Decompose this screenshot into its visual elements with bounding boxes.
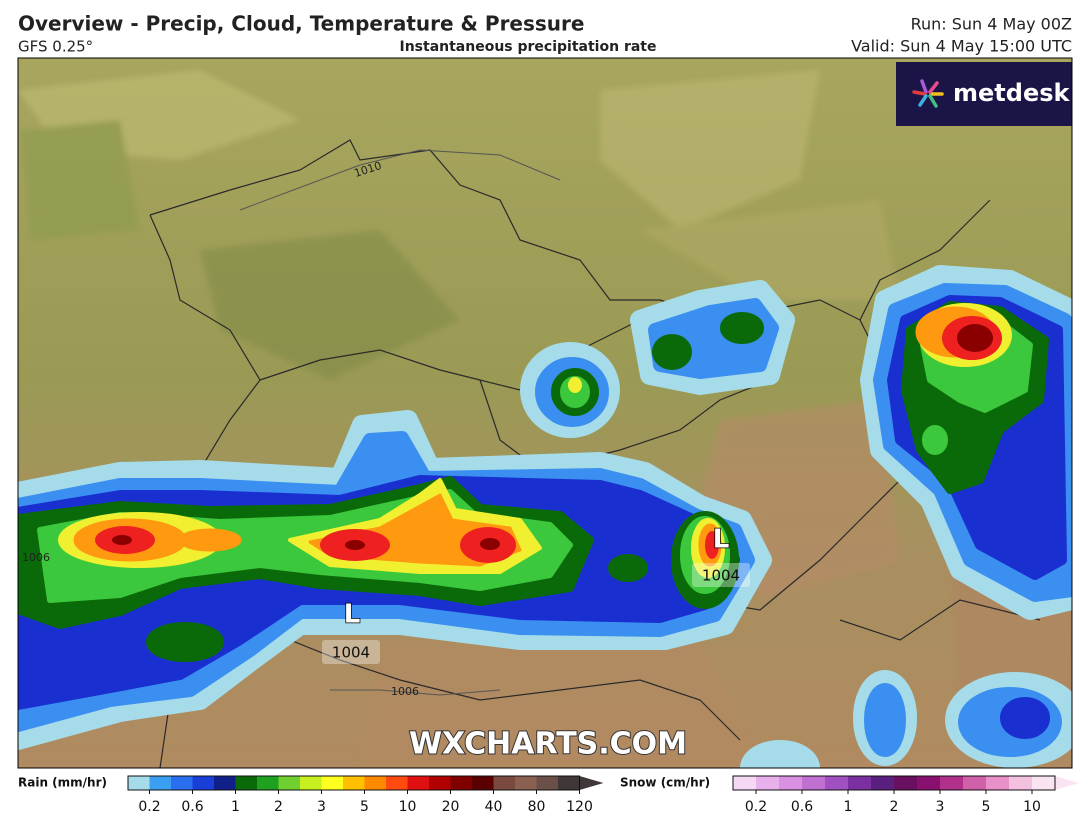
rain-color-bar: 0.2 0.6 1 2 3 5 10 20 40 80 120 bbox=[127, 775, 604, 815]
color-swatch bbox=[940, 776, 963, 790]
bar-outline bbox=[127, 775, 580, 791]
legend-label: 1 bbox=[844, 799, 853, 815]
legend-label: 3 bbox=[317, 799, 326, 815]
logo-icon bbox=[912, 79, 944, 108]
bar-arrow bbox=[1055, 776, 1079, 790]
color-swatch bbox=[472, 776, 494, 790]
pressure-label-box bbox=[322, 640, 380, 664]
color-swatch bbox=[386, 776, 408, 790]
color-swatch bbox=[343, 776, 365, 790]
pressure-label-box bbox=[692, 563, 750, 587]
legend-label: 0.2 bbox=[138, 799, 160, 815]
color-swatch bbox=[986, 776, 1009, 790]
title: Overview - Precip, Cloud, Temperature & … bbox=[18, 12, 584, 36]
color-swatch bbox=[871, 776, 894, 790]
legend-label: 0.6 bbox=[791, 799, 813, 815]
legend-label: 1 bbox=[231, 799, 240, 815]
color-swatch bbox=[128, 776, 150, 790]
color-swatch bbox=[1009, 776, 1032, 790]
isobar-label: 1006 bbox=[22, 551, 50, 564]
legend-label: 120 bbox=[566, 799, 593, 815]
color-swatch bbox=[894, 776, 917, 790]
model: GFS 0.25° bbox=[18, 38, 93, 56]
color-swatch bbox=[149, 776, 171, 790]
color-swatch bbox=[257, 776, 279, 790]
color-swatch bbox=[493, 776, 515, 790]
color-swatch bbox=[802, 776, 825, 790]
color-swatch bbox=[558, 776, 580, 790]
legend-label: 2 bbox=[274, 799, 283, 815]
color-swatch bbox=[917, 776, 940, 790]
valid-time: Valid: Sun 4 May 15:00 UTC bbox=[851, 37, 1072, 56]
color-swatch bbox=[278, 776, 300, 790]
map: 1010 1006 1006 L 1004 L 1004 metdesk WXC… bbox=[18, 58, 1072, 768]
map-frame bbox=[17, 57, 1073, 769]
color-swatch bbox=[963, 776, 986, 790]
legend-label: 40 bbox=[485, 799, 503, 815]
legend-label: 5 bbox=[982, 799, 991, 815]
legend-label: 3 bbox=[936, 799, 945, 815]
isobar-label: 1006 bbox=[391, 685, 419, 698]
rain-legend-title: Rain (mm/hr) bbox=[18, 776, 107, 790]
legend-label: 80 bbox=[528, 799, 546, 815]
color-swatch bbox=[779, 776, 802, 790]
snow-legend-title: Snow (cm/hr) bbox=[620, 776, 710, 790]
color-swatch bbox=[235, 776, 257, 790]
legend-label: 2 bbox=[890, 799, 899, 815]
color-swatch bbox=[756, 776, 779, 790]
low-symbol: L bbox=[344, 600, 361, 630]
bar-arrow bbox=[579, 776, 604, 790]
watermark: WXCHARTS.COM bbox=[409, 727, 687, 762]
color-swatch bbox=[192, 776, 214, 790]
pressure-label: 1004 bbox=[702, 567, 740, 585]
logo-text: metdesk bbox=[953, 79, 1071, 107]
color-swatch bbox=[825, 776, 848, 790]
color-swatch bbox=[407, 776, 429, 790]
color-swatch bbox=[733, 776, 756, 790]
color-swatch bbox=[171, 776, 193, 790]
low-pressure-center: L 1004 bbox=[322, 599, 380, 664]
legend-label: 10 bbox=[1023, 799, 1041, 815]
legend-label: 0.6 bbox=[181, 799, 203, 815]
color-swatch bbox=[214, 776, 236, 790]
precipitation bbox=[18, 265, 1072, 768]
color-swatch bbox=[536, 776, 558, 790]
low-pressure-center: L 1004 bbox=[692, 524, 750, 587]
subtitle: Instantaneous precipitation rate bbox=[400, 39, 657, 55]
color-swatch bbox=[321, 776, 343, 790]
color-swatch bbox=[1032, 776, 1055, 790]
legend-label: 10 bbox=[399, 799, 417, 815]
legend-label: 0.2 bbox=[745, 799, 767, 815]
color-swatch bbox=[848, 776, 871, 790]
legend-label: 5 bbox=[360, 799, 369, 815]
color-swatch bbox=[429, 776, 451, 790]
legend-label: 20 bbox=[442, 799, 460, 815]
color-swatch bbox=[515, 776, 537, 790]
color-swatch bbox=[364, 776, 386, 790]
precip-40 bbox=[112, 324, 993, 550]
color-swatch bbox=[450, 776, 472, 790]
low-symbol: L bbox=[713, 525, 730, 555]
pressure-label: 1004 bbox=[332, 644, 370, 662]
color-swatch bbox=[300, 776, 322, 790]
snow-color-bar: 0.2 0.6 1 2 3 5 10 bbox=[732, 775, 1079, 815]
run-time: Run: Sun 4 May 00Z bbox=[911, 15, 1072, 34]
